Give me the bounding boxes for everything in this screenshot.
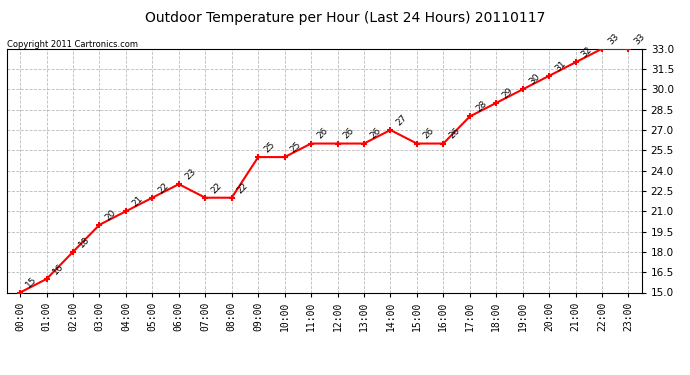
Text: 26: 26 <box>421 126 435 141</box>
Text: 23: 23 <box>183 167 197 182</box>
Text: 21: 21 <box>130 194 144 208</box>
Text: 31: 31 <box>553 58 568 73</box>
Text: 27: 27 <box>395 113 409 127</box>
Text: 30: 30 <box>527 72 542 87</box>
Text: 28: 28 <box>474 99 489 114</box>
Text: 16: 16 <box>51 262 66 276</box>
Text: 25: 25 <box>289 140 303 154</box>
Text: 32: 32 <box>580 45 594 60</box>
Text: 25: 25 <box>262 140 277 154</box>
Text: 18: 18 <box>77 235 92 249</box>
Text: 22: 22 <box>236 181 250 195</box>
Text: 26: 26 <box>448 126 462 141</box>
Text: Copyright 2011 Cartronics.com: Copyright 2011 Cartronics.com <box>7 40 138 49</box>
Text: 26: 26 <box>315 126 330 141</box>
Text: 22: 22 <box>210 181 224 195</box>
Text: 22: 22 <box>157 181 171 195</box>
Text: 33: 33 <box>633 32 647 46</box>
Text: 15: 15 <box>24 275 39 290</box>
Text: 20: 20 <box>104 208 118 222</box>
Text: 29: 29 <box>500 86 515 100</box>
Text: 26: 26 <box>342 126 356 141</box>
Text: 26: 26 <box>368 126 382 141</box>
Text: 33: 33 <box>607 32 621 46</box>
Text: Outdoor Temperature per Hour (Last 24 Hours) 20110117: Outdoor Temperature per Hour (Last 24 Ho… <box>145 11 545 25</box>
